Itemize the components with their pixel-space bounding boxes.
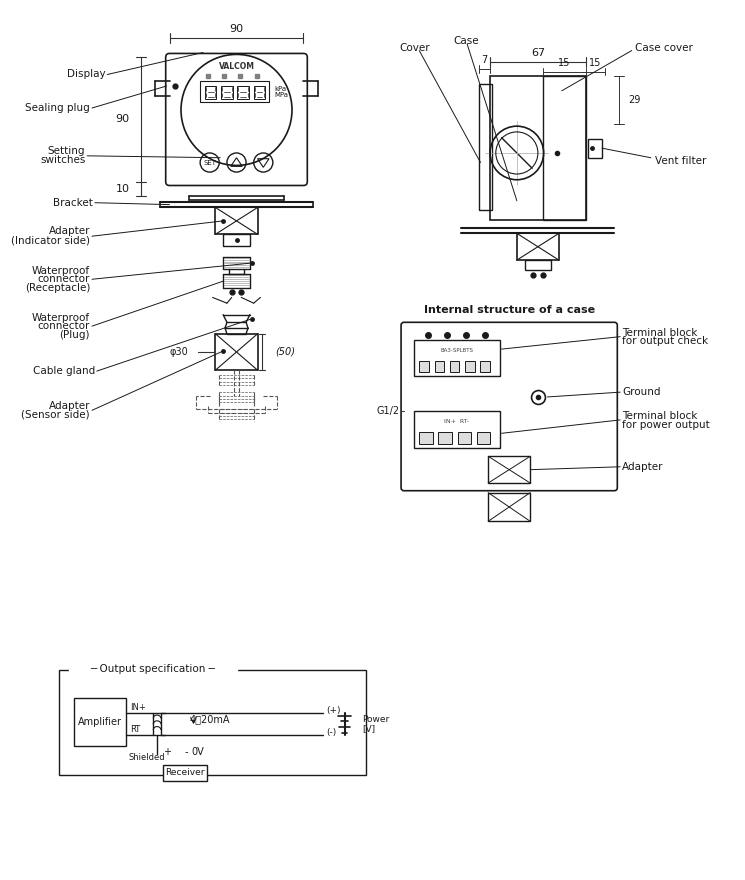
Bar <box>450 361 460 372</box>
Text: Case cover: Case cover <box>635 43 694 53</box>
Text: Terminal block: Terminal block <box>622 411 697 421</box>
Text: 90: 90 <box>229 24 244 33</box>
Bar <box>215 334 258 370</box>
Text: Waterproof: Waterproof <box>32 266 90 275</box>
Text: IN+  RT-: IN+ RT- <box>444 420 469 424</box>
Text: IN+: IN+ <box>130 703 146 713</box>
Text: Sealing plug: Sealing plug <box>25 103 90 113</box>
Bar <box>223 234 250 246</box>
Text: Case: Case <box>454 36 479 46</box>
Text: 4～20mA: 4～20mA <box>190 715 230 724</box>
Text: Power: Power <box>362 715 389 724</box>
Text: switches: switches <box>40 155 86 165</box>
Text: Display: Display <box>67 70 106 79</box>
Text: for output check: for output check <box>622 336 708 347</box>
Text: 0V: 0V <box>192 747 205 757</box>
Text: +: + <box>162 747 171 757</box>
Text: 7: 7 <box>481 55 487 65</box>
Text: (50): (50) <box>275 347 295 357</box>
Text: G1/2: G1/2 <box>376 407 399 416</box>
Bar <box>413 411 500 448</box>
Bar <box>524 260 551 269</box>
Bar <box>438 432 451 444</box>
Bar <box>419 361 429 372</box>
Bar <box>221 86 232 99</box>
Text: Setting: Setting <box>48 146 86 156</box>
Text: ─ Output specification ─: ─ Output specification ─ <box>90 664 215 674</box>
Text: SET: SET <box>203 159 216 165</box>
Bar <box>200 81 269 102</box>
Text: Ground: Ground <box>622 387 661 397</box>
Text: Shielded: Shielded <box>128 753 165 762</box>
Text: 29: 29 <box>628 95 640 106</box>
Text: Cover: Cover <box>399 43 430 53</box>
Text: RT: RT <box>130 725 141 735</box>
Bar <box>542 77 586 220</box>
Bar <box>163 766 207 781</box>
Bar <box>588 139 602 158</box>
Bar <box>478 84 492 210</box>
Text: φ30: φ30 <box>170 347 188 357</box>
Text: -: - <box>184 747 188 757</box>
Bar <box>205 86 216 99</box>
Text: [V]: [V] <box>362 724 375 733</box>
Text: (Plug): (Plug) <box>60 330 90 340</box>
Text: for power output: for power output <box>622 420 710 429</box>
Bar <box>488 456 530 483</box>
Text: 10: 10 <box>115 184 130 194</box>
Bar <box>413 340 500 376</box>
Bar <box>457 432 471 444</box>
Bar <box>434 361 444 372</box>
Bar <box>60 670 366 775</box>
Text: BA3-SPLBTS: BA3-SPLBTS <box>440 348 473 353</box>
Bar <box>465 361 475 372</box>
Text: Waterproof: Waterproof <box>32 312 90 323</box>
Text: (-): (-) <box>326 729 337 737</box>
Text: 90: 90 <box>115 114 130 124</box>
Bar <box>254 86 265 99</box>
FancyBboxPatch shape <box>401 322 618 491</box>
Text: Vent filter: Vent filter <box>655 156 706 165</box>
Text: (+): (+) <box>326 707 341 715</box>
Text: 15: 15 <box>557 58 570 68</box>
Text: Internal structure of a case: Internal structure of a case <box>424 304 595 315</box>
Text: (Receptacle): (Receptacle) <box>25 282 90 293</box>
Text: Terminal block: Terminal block <box>622 328 697 338</box>
Text: Adapter: Adapter <box>48 226 90 237</box>
Bar <box>481 361 490 372</box>
Text: Bracket: Bracket <box>53 198 93 208</box>
Text: VALCOM: VALCOM <box>218 62 255 71</box>
Text: 15: 15 <box>589 58 601 68</box>
Text: Receiver: Receiver <box>165 768 205 777</box>
FancyBboxPatch shape <box>165 54 307 186</box>
Bar <box>215 208 258 234</box>
Text: MPa: MPa <box>275 92 289 98</box>
Text: (Sensor side): (Sensor side) <box>22 409 90 419</box>
Bar <box>74 699 127 746</box>
Text: connector: connector <box>38 275 90 284</box>
Bar <box>490 77 586 220</box>
Bar <box>517 233 559 260</box>
Text: Adapter: Adapter <box>622 462 664 472</box>
Text: 67: 67 <box>531 48 545 58</box>
Text: connector: connector <box>38 321 90 331</box>
Text: kPa: kPa <box>275 86 287 92</box>
Text: Amplifier: Amplifier <box>77 717 121 727</box>
Bar <box>238 86 249 99</box>
Bar <box>419 432 433 444</box>
Bar <box>488 493 530 521</box>
Text: Adapter: Adapter <box>48 400 90 411</box>
Text: Cable gland: Cable gland <box>33 366 95 376</box>
Text: (Indicator side): (Indicator side) <box>11 235 90 245</box>
Bar <box>477 432 490 444</box>
